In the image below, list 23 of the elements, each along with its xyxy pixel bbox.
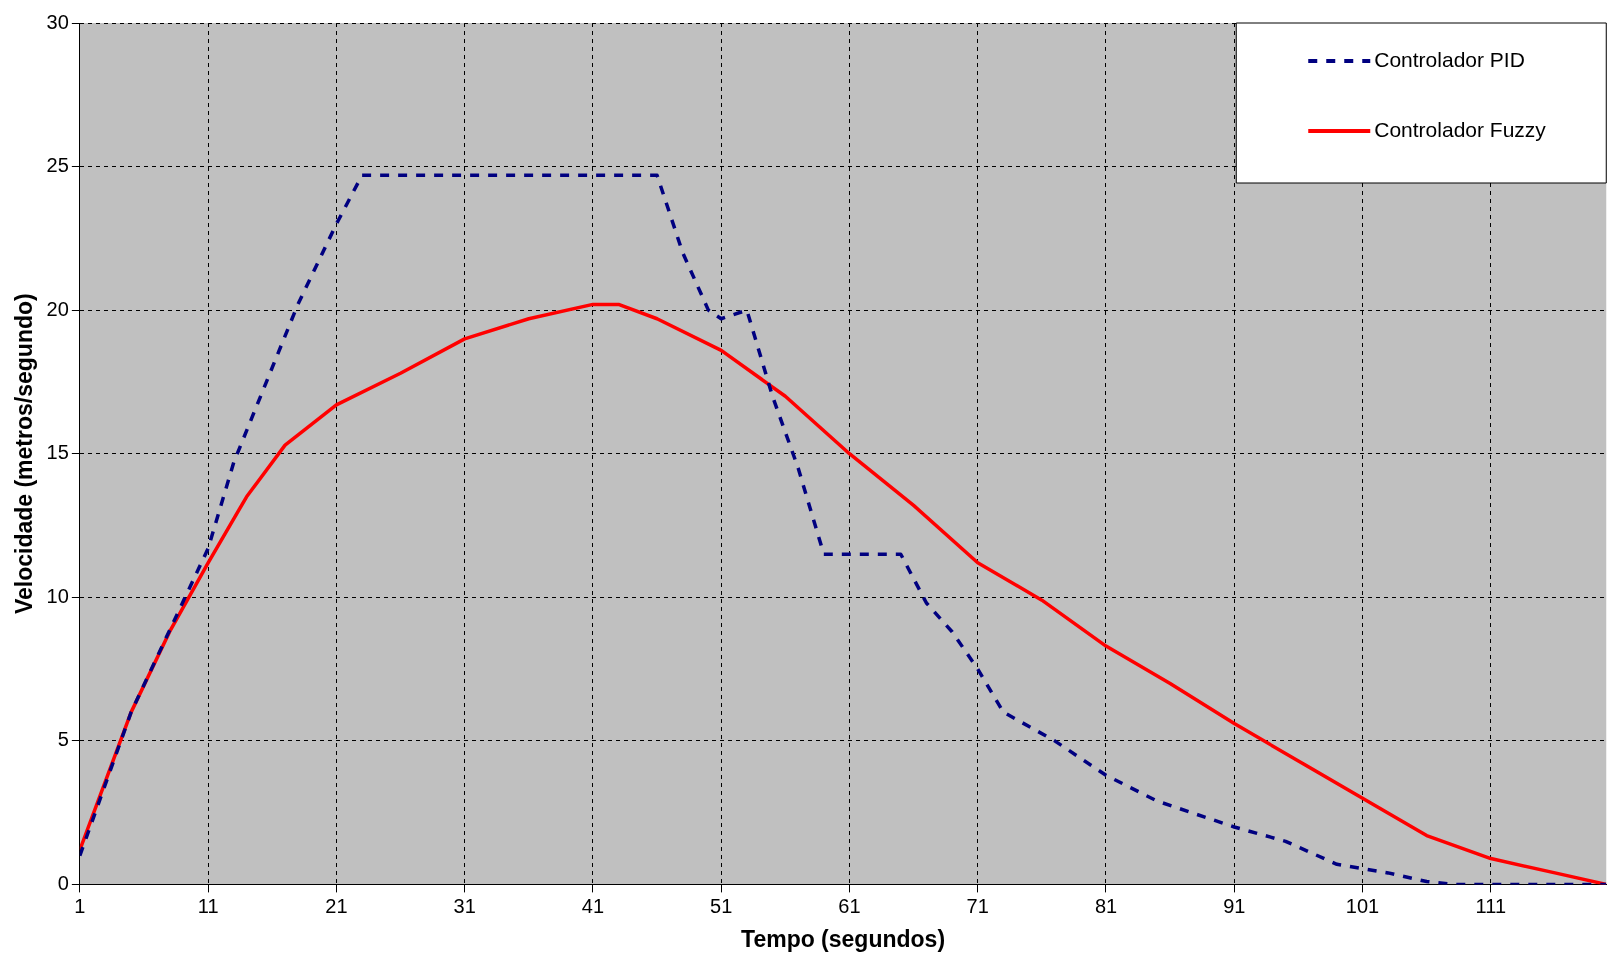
x-tick-label: 1: [74, 894, 86, 917]
legend-label: Controlador PID: [1374, 47, 1525, 71]
x-tick-label: 41: [581, 894, 605, 917]
y-tick-label: 5: [57, 728, 69, 751]
x-tick-label: 111: [1475, 894, 1507, 917]
y-tick-label: 0: [57, 871, 69, 894]
y-tick-label: 20: [46, 297, 69, 320]
x-tick-label: 11: [197, 894, 219, 917]
y-tick-label: 25: [46, 154, 69, 177]
x-tick-label: 61: [838, 894, 861, 917]
x-tick-label: 81: [1094, 894, 1118, 917]
x-tick-label: 31: [453, 894, 476, 917]
y-axis-title: Velocidade (metros/segundo): [11, 293, 38, 615]
y-tick-label: 15: [46, 441, 69, 464]
legend-label: Controlador Fuzzy: [1374, 117, 1547, 141]
y-tick-label: 10: [46, 584, 69, 607]
x-tick-label: 21: [325, 894, 348, 917]
x-tick-label: 71: [966, 894, 989, 917]
x-tick-label: 101: [1345, 894, 1380, 917]
x-tick-label: 51: [710, 894, 733, 917]
y-tick-label: 30: [46, 10, 69, 33]
x-axis-title: Tempo (segundos): [741, 925, 946, 952]
x-tick-label: 91: [1223, 894, 1246, 917]
